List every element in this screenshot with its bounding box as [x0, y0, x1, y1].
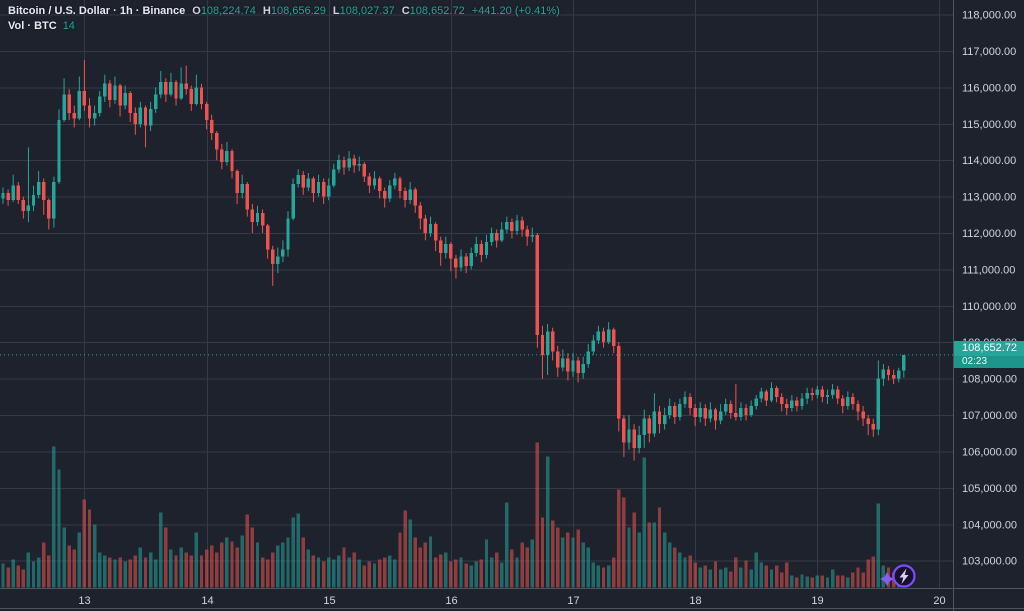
time-axis-label: 17: [567, 595, 579, 607]
open-value: 108,224.74: [200, 5, 256, 17]
price-axis-label: 112,000.00: [962, 228, 1016, 240]
high-value: 108,656.29: [270, 5, 326, 17]
symbol-title[interactable]: Bitcoin / U.S. Dollar · 1h · Binance: [8, 5, 186, 17]
price-axis-label: 106,000.00: [962, 446, 1017, 458]
time-axis-label: 18: [689, 595, 701, 607]
price-axis-label: 103,000.00: [962, 556, 1017, 568]
sparkle-icon: [880, 572, 894, 586]
grid-lines: [0, 0, 953, 588]
current-price-value: 108,652.72: [954, 341, 1024, 357]
price-axis-label: 114,000.00: [962, 155, 1016, 167]
low-label: L: [332, 5, 340, 17]
price-axis-label: 104,000.00: [962, 519, 1017, 531]
price-axis-label: 117,000.00: [962, 46, 1016, 58]
change-value: +441.20 (+0.41%): [471, 5, 560, 17]
volume-value: 14: [62, 20, 75, 32]
candle-series: [1, 60, 906, 461]
time-axis-label: 14: [201, 595, 213, 607]
close-value: 108,652.72: [409, 5, 465, 17]
symbol-legend: Bitcoin / U.S. Dollar · 1h · Binance O108…: [8, 4, 560, 33]
time-axis-label: 15: [323, 595, 335, 607]
current-price-tag: 108,652.72 02:23: [954, 341, 1024, 369]
time-axis-label: 19: [811, 595, 823, 607]
price-axis[interactable]: 118,000.00 117,000.00 116,000.00 115,000.00…: [962, 10, 1017, 568]
time-axis-label: 16: [445, 595, 457, 607]
price-axis-label: 110,000.00: [962, 301, 1016, 313]
time-axis[interactable]: 13 14 15 16 17 18 19 20: [78, 595, 945, 607]
lightning-bolt: [899, 568, 909, 584]
lightning-badge-icon: [880, 564, 916, 588]
price-axis-label: 107,000.00: [962, 410, 1017, 422]
time-axis-label: 20: [933, 595, 945, 607]
high-label: H: [262, 5, 271, 17]
price-axis-label: 118,000.00: [962, 10, 1016, 22]
price-axis-label: 113,000.00: [962, 192, 1016, 204]
low-value: 108,027.37: [339, 5, 395, 17]
price-axis-label: 115,000.00: [962, 119, 1016, 131]
legend-ohlc-row: Bitcoin / U.S. Dollar · 1h · Binance O108…: [8, 4, 560, 18]
price-axis-label: 108,000.00: [962, 374, 1017, 386]
open-label: O: [192, 5, 201, 17]
close-label: C: [401, 5, 410, 17]
price-axis-label: 116,000.00: [962, 82, 1016, 94]
bar-countdown: 02:23: [954, 356, 1024, 369]
volume-series: [1, 442, 906, 588]
time-axis-label: 13: [78, 595, 90, 607]
legend-volume-row: Vol · BTC 14: [8, 19, 560, 33]
price-axis-label: 111,000.00: [962, 264, 1015, 276]
price-axis-label: 105,000.00: [962, 483, 1017, 495]
volume-label[interactable]: Vol · BTC: [8, 20, 57, 32]
